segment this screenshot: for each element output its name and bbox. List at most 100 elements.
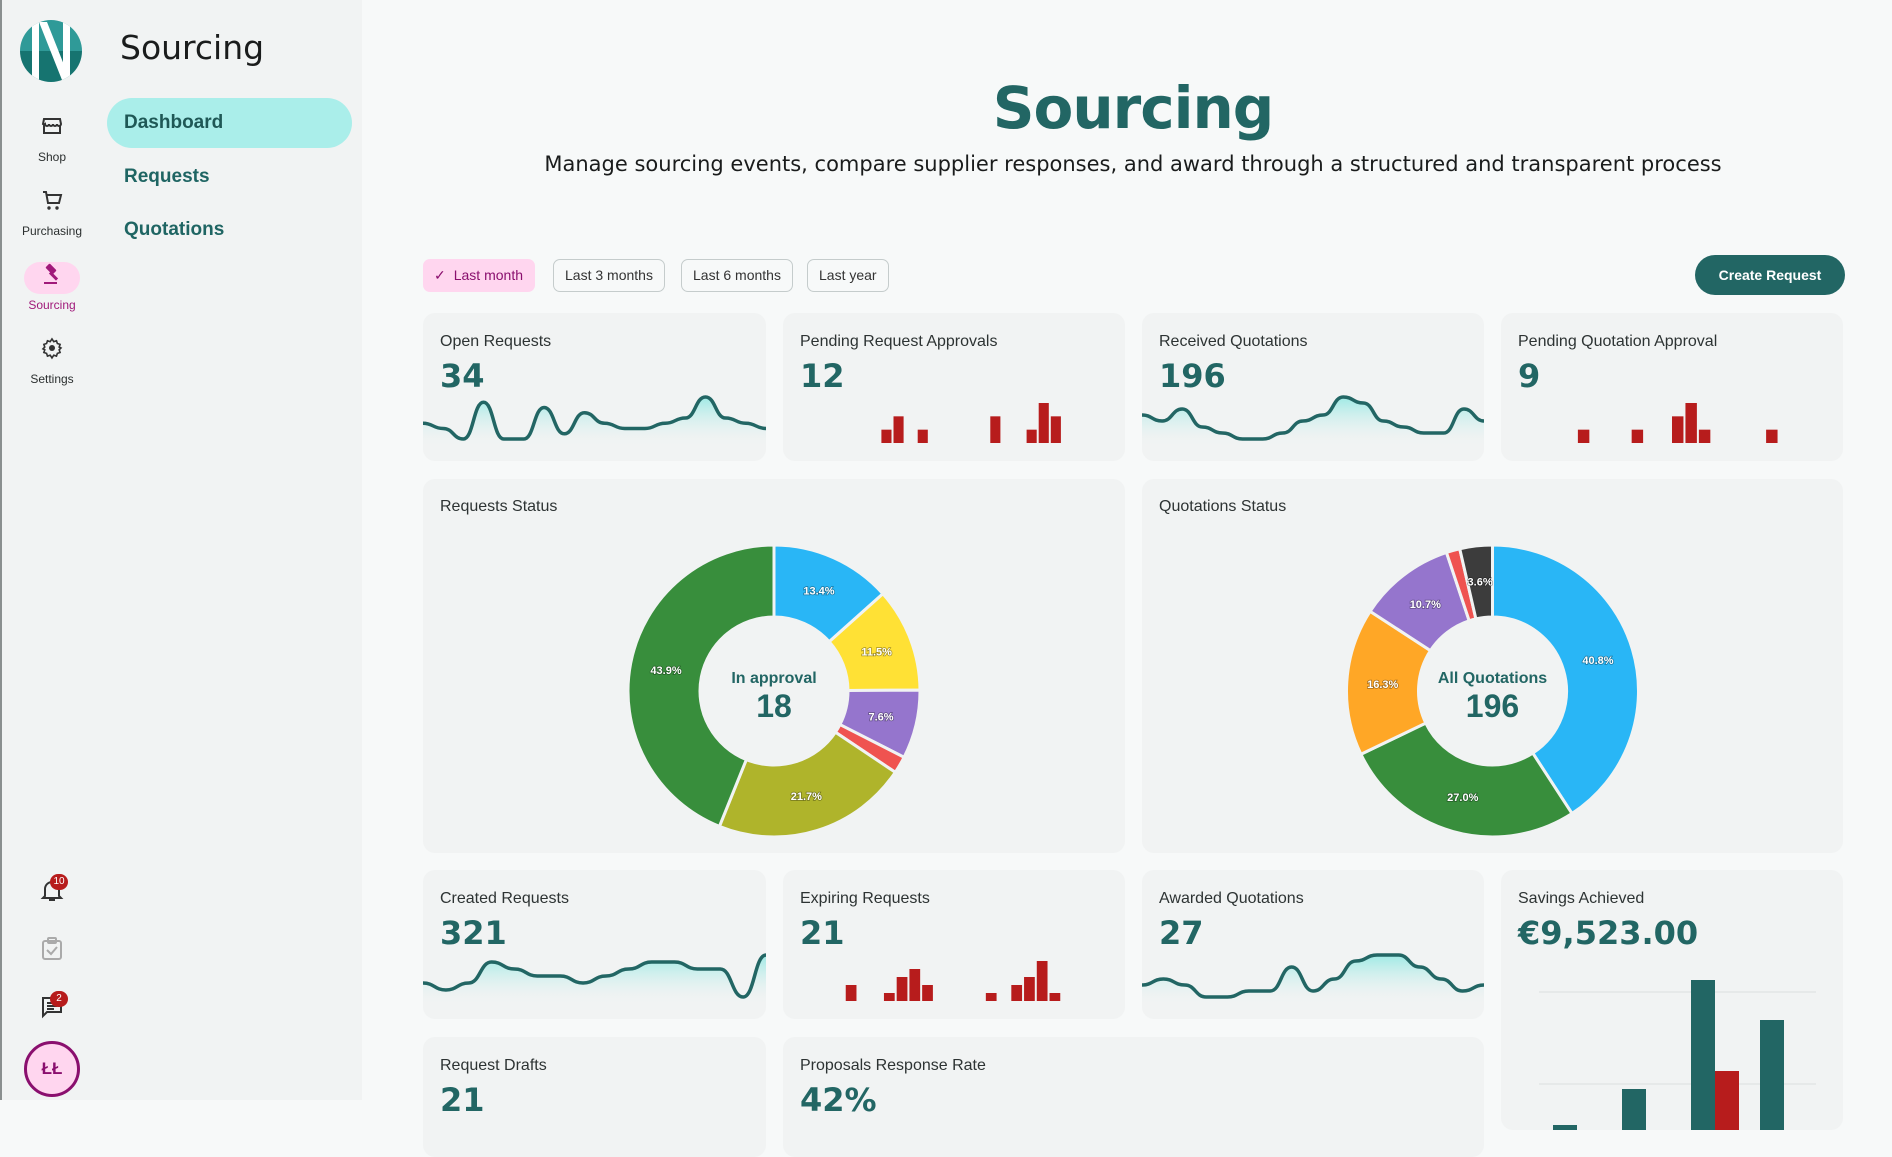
kpi-card-proposals-response-rate[interactable]: Proposals Response Rate 42% bbox=[783, 1037, 1484, 1157]
spark-bar bbox=[1050, 416, 1061, 443]
subnav-item-dashboard[interactable]: Dashboard bbox=[107, 98, 352, 148]
filter-label: Last month bbox=[453, 267, 523, 283]
dashboard-main: Sourcing Manage sourcing events, compare… bbox=[362, 0, 1892, 1157]
rail-item-purchasing[interactable]: Purchasing bbox=[2, 184, 102, 238]
tasks-button[interactable] bbox=[2, 937, 102, 966]
donut-slice[interactable] bbox=[1491, 543, 1640, 816]
quotations-status-card: Quotations Status 40.8% 27.0% 16.3% 10.7% 3.… bbox=[1142, 479, 1843, 853]
filter-last-3-months[interactable]: Last 3 months bbox=[553, 259, 665, 292]
create-request-button[interactable]: Create Request bbox=[1695, 255, 1845, 295]
spark-bar bbox=[1766, 429, 1778, 443]
donut-center-value: 18 bbox=[756, 688, 792, 724]
spark-bar bbox=[883, 993, 895, 1001]
donut-slice[interactable] bbox=[626, 543, 776, 829]
spark-bar bbox=[1698, 429, 1711, 443]
kpi-card-awarded-quotations[interactable]: Awarded Quotations 27 bbox=[1142, 870, 1484, 1019]
messages-badge: 2 bbox=[50, 991, 68, 1007]
kpi-title: Expiring Requests bbox=[800, 890, 930, 907]
donut-slice[interactable] bbox=[717, 730, 898, 839]
donut-slice[interactable] bbox=[1457, 543, 1494, 621]
subnav-item-requests[interactable]: Requests bbox=[124, 166, 210, 187]
rail-item-shop[interactable]: Shop bbox=[2, 110, 102, 164]
savings-bar bbox=[1553, 1125, 1577, 1130]
rail-item-settings[interactable]: Settings bbox=[2, 332, 102, 386]
page-subtitle: Manage sourcing events, compare supplier… bbox=[544, 152, 1722, 176]
sparkline-chart bbox=[423, 395, 766, 447]
sparkline-chart bbox=[1142, 395, 1484, 447]
sparkline-area bbox=[1142, 955, 1484, 1005]
slice-label: 43.9% bbox=[650, 665, 681, 677]
bar-sparkline-chart bbox=[881, 403, 1061, 443]
kpi-value: 21 bbox=[440, 1081, 485, 1119]
donut-chart: 40.8% 27.0% 16.3% 10.7% 3.6% All Quotations19… bbox=[1345, 543, 1640, 839]
slice-label: 13.4% bbox=[803, 586, 834, 598]
spark-bar bbox=[990, 416, 1001, 443]
spark-bar bbox=[1672, 416, 1684, 443]
slice-label: 3.6% bbox=[1468, 577, 1493, 589]
kpi-value: 42% bbox=[800, 1081, 877, 1119]
chart-title: Requests Status bbox=[440, 498, 558, 515]
donut-center-value: 196 bbox=[1466, 688, 1519, 724]
kpi-card-open-requests[interactable]: Open Requests 34 bbox=[423, 313, 766, 461]
filter-last-6-months[interactable]: Last 6 months bbox=[681, 259, 793, 292]
donut-center-label: All Quotations bbox=[1438, 670, 1547, 687]
filter-last-year[interactable]: Last year bbox=[807, 259, 889, 292]
app-logo[interactable] bbox=[20, 20, 82, 82]
section-title: Sourcing bbox=[120, 28, 265, 67]
kpi-value: 27 bbox=[1159, 914, 1204, 952]
user-avatar[interactable]: ŁŁ bbox=[24, 1041, 80, 1097]
kpi-card-pending-quotation-approval[interactable]: Pending Quotation Approval 9 bbox=[1501, 313, 1843, 461]
secondary-navigation: Sourcing Dashboard Requests Quotations bbox=[107, 0, 362, 1100]
spark-bar bbox=[1026, 429, 1037, 443]
requests-status-card: Requests Status 13.4% 11.5% 7.6% 21.7% 43.9%… bbox=[423, 479, 1125, 853]
sparkline-chart bbox=[423, 953, 766, 1005]
check-icon: ✓ bbox=[434, 267, 446, 283]
savings-bar-chart bbox=[1539, 980, 1816, 1130]
slice-label: 21.7% bbox=[791, 791, 822, 803]
savings-bar bbox=[1715, 1071, 1739, 1130]
slice-label: 16.3% bbox=[1367, 679, 1398, 691]
kpi-title: Proposals Response Rate bbox=[800, 1057, 986, 1074]
savings-bar bbox=[1622, 1089, 1646, 1130]
rail-item-label: Settings bbox=[30, 372, 74, 386]
kpi-title: Open Requests bbox=[440, 333, 552, 350]
kpi-card-request-drafts[interactable]: Request Drafts 21 bbox=[423, 1037, 766, 1157]
donut-center-label: In approval bbox=[731, 670, 816, 687]
messages-button[interactable]: 2 bbox=[2, 991, 102, 1024]
donut-slice[interactable] bbox=[1358, 721, 1575, 839]
kpi-title: Savings Achieved bbox=[1518, 890, 1645, 907]
notifications-button[interactable]: 10 bbox=[2, 874, 102, 909]
filter-last-month[interactable]: ✓ Last month bbox=[423, 259, 535, 292]
store-icon bbox=[24, 114, 80, 146]
spark-bar bbox=[1631, 429, 1644, 443]
kpi-card-savings-achieved[interactable]: Savings Achieved €9,523.00 bbox=[1501, 870, 1843, 1130]
kpi-title: Request Drafts bbox=[440, 1057, 547, 1074]
kpi-title: Pending Request Approvals bbox=[800, 333, 998, 350]
kpi-title: Awarded Quotations bbox=[1159, 890, 1304, 907]
kpi-card-received-quotations[interactable]: Received Quotations 196 bbox=[1142, 313, 1484, 461]
gavel-icon bbox=[24, 262, 80, 294]
kpi-value: 21 bbox=[800, 914, 845, 952]
spark-bar bbox=[1685, 403, 1697, 443]
slice-label: 7.6% bbox=[869, 711, 894, 723]
rail-item-sourcing[interactable]: Sourcing bbox=[2, 258, 102, 312]
cart-icon bbox=[24, 188, 80, 220]
kpi-card-created-requests[interactable]: Created Requests 321 bbox=[423, 870, 766, 1019]
spark-bar bbox=[881, 429, 892, 443]
page-title: Sourcing bbox=[992, 74, 1275, 142]
kpi-value: 9 bbox=[1518, 357, 1541, 395]
kpi-value: 196 bbox=[1159, 357, 1226, 395]
spark-bar bbox=[1038, 403, 1049, 443]
clipboard-check-icon bbox=[42, 937, 62, 960]
savings-bar bbox=[1691, 980, 1715, 1130]
kpi-title: Created Requests bbox=[440, 890, 569, 907]
spark-bar bbox=[1036, 961, 1048, 1001]
savings-bar bbox=[1760, 1020, 1784, 1130]
subnav-item-quotations[interactable]: Quotations bbox=[124, 219, 225, 240]
kpi-card-pending-request-approvals[interactable]: Pending Request Approvals 12 bbox=[783, 313, 1125, 461]
spark-bar bbox=[922, 985, 933, 1001]
kpi-card-expiring-requests[interactable]: Expiring Requests 21 bbox=[783, 870, 1125, 1019]
sparkline-area bbox=[423, 397, 766, 447]
rail-item-label: Shop bbox=[37, 150, 67, 164]
